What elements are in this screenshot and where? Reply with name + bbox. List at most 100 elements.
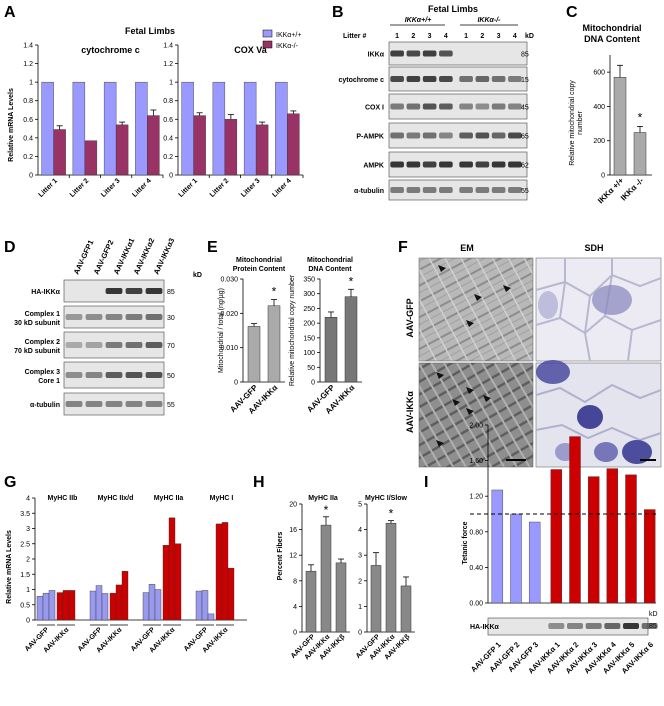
panel-a-legend: IKKα+/+ IKKα-/- bbox=[262, 29, 301, 50]
bar-ikk bbox=[168, 517, 176, 621]
panel-h: Percent Fibers MyHC IIa048121620AAV-GFPA… bbox=[277, 495, 415, 661]
blot-band bbox=[641, 623, 658, 629]
blot-band bbox=[475, 187, 490, 193]
chart-a1-y-tick-label: 0.2 bbox=[23, 154, 33, 161]
chart-e1-y-tick-label: 0.020 bbox=[220, 311, 238, 318]
bar-ko bbox=[147, 115, 160, 176]
chart-i-y-tick-label: 1.20 bbox=[469, 494, 483, 501]
blot-band bbox=[508, 103, 522, 110]
blot-band bbox=[491, 76, 506, 82]
panel-b-western-blot: Fetal Limbs IKKα+/+ IKKα-/- Litter # kD … bbox=[338, 4, 534, 201]
bar bbox=[528, 521, 541, 604]
blot-row-label: α-tubulin bbox=[30, 402, 60, 409]
sdh-fiber-dark bbox=[592, 285, 632, 315]
chart-title: COX Va bbox=[234, 45, 268, 55]
bar bbox=[587, 476, 600, 604]
blot-band bbox=[475, 161, 490, 168]
blot-band bbox=[105, 372, 123, 378]
sdh-ikk-cell-borders bbox=[535, 383, 662, 442]
chart-mito-dna-aav: Mitochondrial DNA Content Relative mitocho… bbox=[289, 257, 362, 416]
blot-band bbox=[65, 372, 83, 378]
chart-e2-y-tick-label: 100 bbox=[303, 350, 315, 357]
panel-d-western-blot: kD AAV-GFP1AAV-GFP2AAV-IKKα1AAV-IKKα2AAV… bbox=[14, 237, 202, 416]
em-arrowhead bbox=[483, 395, 491, 402]
chart-g-y-tick-label: 4 bbox=[26, 496, 30, 503]
chart-a1-y-tick-label: 1 bbox=[29, 80, 33, 87]
blot-band bbox=[439, 161, 453, 168]
group-title: MyHC IIa bbox=[154, 495, 184, 502]
blot-band bbox=[406, 103, 421, 110]
bar-wt bbox=[103, 81, 117, 176]
panel-i-ylabel: Tetanic force bbox=[462, 521, 469, 564]
chart-mito-dna-fetal: 0 200 400 600 IKKα +/+IKKα -/- * bbox=[593, 55, 652, 205]
bar bbox=[633, 132, 647, 176]
chart-g-y-tick-label: 1 bbox=[26, 587, 30, 594]
bar-ko bbox=[84, 140, 98, 176]
chart-c-y-tick-label: 400 bbox=[593, 104, 605, 111]
bar-ikk bbox=[221, 522, 229, 621]
blot-kd-label: 85 bbox=[167, 289, 175, 296]
sdh-fiber-border bbox=[535, 423, 662, 442]
blot-row-label: Complex 1 bbox=[25, 311, 61, 318]
lane-label: AAV-IKKα3 bbox=[152, 237, 177, 276]
blot-row-label: Complex 3 bbox=[25, 369, 61, 376]
blot-row-sublabel: 30 kD subunit bbox=[14, 320, 61, 327]
bar bbox=[606, 468, 619, 604]
blot-band bbox=[145, 314, 163, 320]
blot-row-sublabel: Core 1 bbox=[38, 378, 60, 385]
chart-g-y-tick-label: 2.5 bbox=[20, 541, 30, 548]
blot-kd-label: 50 bbox=[167, 373, 175, 380]
bar bbox=[344, 296, 358, 383]
bar bbox=[625, 474, 637, 604]
significance-star: * bbox=[389, 507, 394, 521]
blot-band bbox=[459, 132, 473, 139]
sdh-fiber-border bbox=[535, 273, 662, 298]
bar bbox=[510, 513, 522, 604]
chart-title: MyHC I/Slow bbox=[365, 495, 408, 502]
blot-band bbox=[65, 342, 83, 348]
chart-a2-y-tick-label: 0.6 bbox=[163, 117, 173, 124]
blot-band bbox=[105, 288, 123, 294]
chart-h2-y-tick-label: 1 bbox=[358, 604, 362, 611]
x-tick-label: IKKα -/- bbox=[619, 176, 646, 203]
blot-band bbox=[85, 372, 103, 378]
blot-band bbox=[422, 103, 437, 110]
chart-e1-y-tick-label: 0.030 bbox=[220, 277, 238, 284]
chart-h2-y-tick-label: 5 bbox=[358, 502, 362, 509]
sdh-fiber-border bbox=[559, 258, 633, 362]
bar bbox=[370, 565, 382, 633]
em-arrowheads bbox=[436, 265, 511, 447]
chart-a2-y-tick-label: 0.4 bbox=[163, 135, 173, 142]
chart-h1-y-tick-label: 8 bbox=[293, 578, 297, 585]
blot-band bbox=[439, 76, 453, 82]
blot-band bbox=[508, 161, 522, 168]
blot-band bbox=[105, 314, 123, 320]
bar-wt bbox=[181, 81, 194, 176]
chart-h1-y-tick-label: 12 bbox=[289, 553, 297, 560]
chart-g-y-tick-label: 3.5 bbox=[20, 511, 30, 518]
chart-a1-y-tick-label: 0 bbox=[29, 173, 33, 180]
chart-e2-y-tick-label: 200 bbox=[303, 321, 315, 328]
bar-wt bbox=[135, 81, 148, 176]
blot-strip bbox=[388, 179, 528, 201]
blot-kd-label: 70 bbox=[167, 343, 175, 350]
legend-label-wt: IKKα+/+ bbox=[276, 32, 301, 39]
blot-band bbox=[125, 372, 143, 378]
blot-band bbox=[125, 342, 143, 348]
x-tick-label: Litter 1 bbox=[178, 177, 200, 199]
bar-ikk bbox=[115, 584, 123, 621]
blot-row-sublabel: 70 kD subunit bbox=[14, 348, 61, 355]
significance-star: * bbox=[638, 110, 643, 124]
blot-kd-label: 55 bbox=[521, 188, 529, 195]
panel-c: Mitochondrial DNA Content Relative mitoc… bbox=[569, 23, 652, 205]
chart-ylabel: Mitochondrial / total (ng/µg) bbox=[218, 288, 225, 373]
panel-i-blot-label: HA-IKKα bbox=[470, 624, 499, 631]
blot-row-label: HA-IKKα bbox=[31, 289, 60, 296]
blot-band bbox=[567, 623, 583, 629]
blot-band bbox=[406, 187, 421, 193]
chart-a2-y-tick-label: 1.2 bbox=[163, 61, 173, 68]
bar-gfp bbox=[95, 585, 103, 621]
bar-gfp bbox=[207, 613, 215, 621]
blot-band bbox=[105, 401, 123, 407]
chart-h1-y-tick-label: 20 bbox=[289, 502, 297, 509]
